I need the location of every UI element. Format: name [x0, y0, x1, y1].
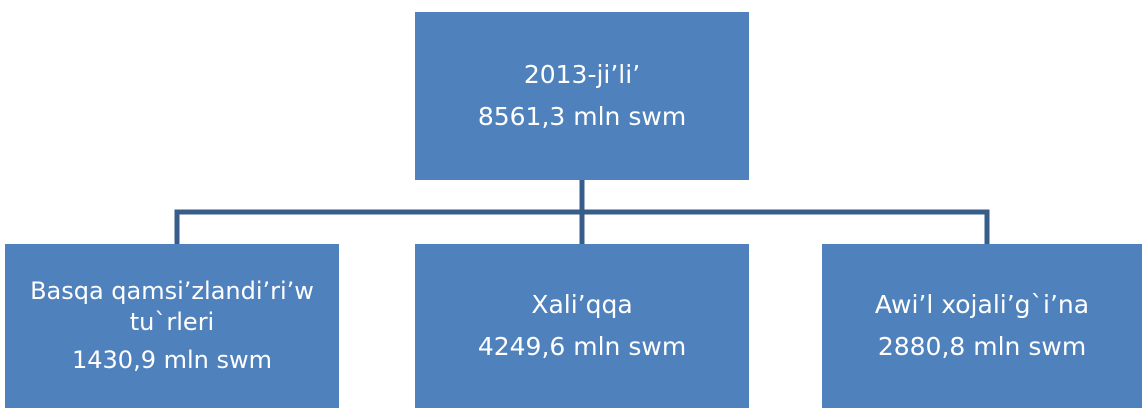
node-value: 1430,9 mln swm — [71, 345, 272, 374]
node-value: 8561,3 mln swm — [477, 102, 687, 131]
connector — [174, 209, 990, 244]
node: Xali’qqa 4249,6 mln swm — [415, 244, 749, 408]
node-root: 2013-ji’li’ 8561,3 mln swm — [415, 12, 749, 180]
node: Awi’l xojali’g`i’na 2880,8 mln swm — [822, 244, 1142, 408]
node-label: 2013-ji’li’ — [523, 59, 641, 89]
node-label: Basqa qamsi’zlandi’ri’w tu`rleri — [30, 277, 314, 337]
node-label: Xali’qqa — [531, 289, 633, 319]
node: Basqa qamsi’zlandi’ri’w tu`rleri 1430,9 … — [5, 244, 339, 408]
node-value: 2880,8 mln swm — [877, 332, 1087, 361]
node-label: Awi’l xojali’g`i’na — [874, 289, 1090, 319]
node-value: 4249,6 mln swm — [477, 332, 687, 361]
